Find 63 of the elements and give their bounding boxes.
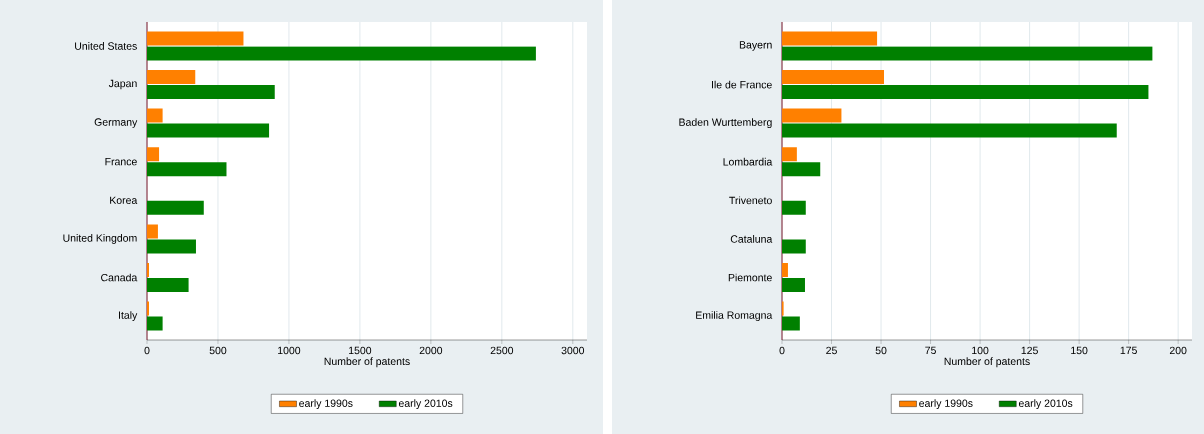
bar <box>782 108 842 123</box>
bar <box>147 277 189 292</box>
bar <box>147 224 158 239</box>
bar <box>782 85 1149 100</box>
x-tick-label: 100 <box>972 346 989 355</box>
legend-label: early 2010s <box>398 399 453 410</box>
y-tick-label: United States <box>75 42 137 50</box>
x-tick-label: 1000 <box>278 346 301 355</box>
x-tick-label: 2000 <box>419 346 443 355</box>
bar <box>147 123 270 138</box>
y-tick-label: Korea <box>110 196 138 204</box>
y-tick-label: United Kingdom <box>63 234 137 244</box>
x-tick-label: 1500 <box>349 346 372 355</box>
bar <box>782 31 878 46</box>
bar <box>147 162 227 177</box>
x-tick-label: 25 <box>826 346 837 355</box>
bar <box>147 239 196 254</box>
legend-label: early 2010s <box>1018 399 1073 410</box>
x-tick-label: 75 <box>925 346 936 355</box>
legend-label: early 1990s <box>299 399 353 410</box>
x-tick-label: 2500 <box>490 346 514 355</box>
y-tick-label: Triveneto <box>729 196 772 205</box>
bar <box>782 277 805 292</box>
bar <box>782 147 797 162</box>
bar <box>147 316 163 331</box>
bar <box>147 85 275 100</box>
x-axis-title: Number of patents <box>944 357 1030 368</box>
x-tick-label: 200 <box>1169 346 1187 355</box>
y-tick-label: France <box>105 158 137 166</box>
x-tick-label: 125 <box>1021 346 1038 355</box>
y-tick-label: Cataluna <box>730 235 773 243</box>
y-tick-label: Japan <box>108 79 137 90</box>
x-tick-label: 0 <box>144 346 150 355</box>
bar <box>147 200 204 215</box>
y-tick-label: Ile de France <box>712 80 772 89</box>
x-tick-label: 500 <box>209 346 227 355</box>
bar <box>782 70 885 85</box>
bar <box>782 316 800 331</box>
y-tick-label: Piemonte <box>728 273 772 282</box>
bar <box>782 200 806 215</box>
x-tick-label: 3000 <box>561 346 585 355</box>
x-tick-label: 175 <box>1120 346 1137 355</box>
x-tick-label: 0 <box>779 346 785 355</box>
legend-label: early 1990s <box>919 399 973 410</box>
bar <box>782 239 806 254</box>
y-tick-label: Lombardia <box>723 157 773 166</box>
x-axis-title: Number of patents <box>324 357 410 368</box>
bar <box>147 70 196 85</box>
y-tick-label: Baden Wurttemberg <box>679 118 772 129</box>
bar <box>147 31 244 46</box>
bar <box>782 123 1117 138</box>
y-tick-label: Bayern <box>739 41 772 51</box>
bar <box>147 46 536 61</box>
y-tick-label: Italy <box>119 311 138 321</box>
bar <box>782 162 821 177</box>
y-tick-label: Emilia Romagna <box>696 311 773 321</box>
x-tick-label: 50 <box>875 346 887 355</box>
y-tick-label: Germany <box>94 118 138 128</box>
bar <box>147 108 163 123</box>
x-tick-label: 150 <box>1071 346 1088 355</box>
bar <box>147 147 160 162</box>
bar <box>782 46 1153 61</box>
y-tick-label: Canada <box>101 273 138 282</box>
